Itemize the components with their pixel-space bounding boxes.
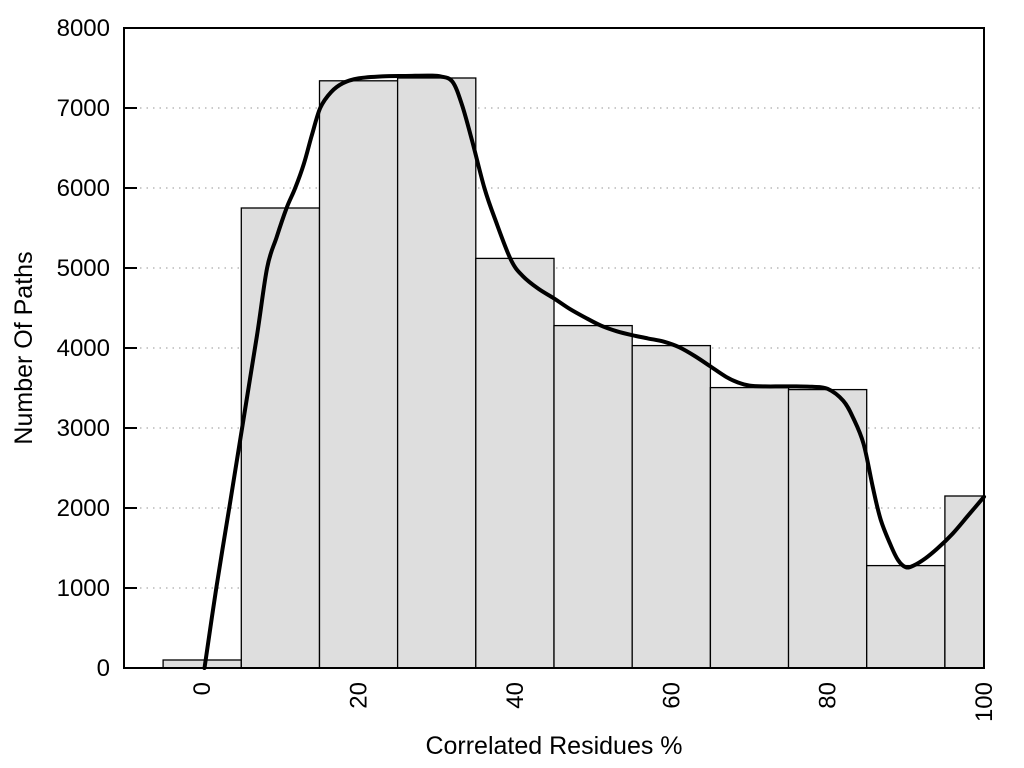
histogram-bar <box>396 77 477 669</box>
x-tick-label: 100 <box>971 682 998 722</box>
y-tick-label: 4000 <box>57 335 110 362</box>
x-axis-title: Correlated Residues % <box>425 732 682 760</box>
x-tick-label: 0 <box>189 682 216 695</box>
histogram-bar <box>240 207 321 669</box>
x-tick-label: 60 <box>658 682 685 709</box>
histogram-bar <box>318 80 399 669</box>
density-curve <box>202 73 986 670</box>
axes-layer <box>123 27 985 669</box>
x-tick-label: 40 <box>502 682 529 709</box>
tick-labels-layer: 0 1000 2000 3000 4000 5000 6000 7000 8000 0 20 40 60… <box>57 15 998 722</box>
y-tick-label: 5000 <box>57 255 110 282</box>
histogram-bars-layer <box>162 77 985 669</box>
histogram-bar <box>631 344 712 669</box>
y-tick-label: 7000 <box>57 95 110 122</box>
y-tick-label: 3000 <box>57 415 110 442</box>
histogram-bar <box>709 386 790 669</box>
density-curve-layer <box>202 73 986 670</box>
y-tick-label: 1000 <box>57 575 110 602</box>
y-tick-label: 6000 <box>57 175 110 202</box>
histogram-bar <box>553 324 633 669</box>
y-tick-label: 8000 <box>57 15 110 42</box>
histogram-bar <box>162 659 242 669</box>
histogram-bar <box>475 257 555 669</box>
x-tick-label: 80 <box>815 682 842 709</box>
y-axis-title: Number Of Paths <box>10 251 38 444</box>
y-tick-label: 0 <box>97 655 110 682</box>
histogram-bar <box>787 388 868 669</box>
histogram-bar <box>944 495 985 669</box>
histogram-bar <box>866 564 946 669</box>
x-tick-label: 20 <box>346 682 373 709</box>
plot-border <box>123 27 985 669</box>
y-tick-label: 2000 <box>57 495 110 522</box>
